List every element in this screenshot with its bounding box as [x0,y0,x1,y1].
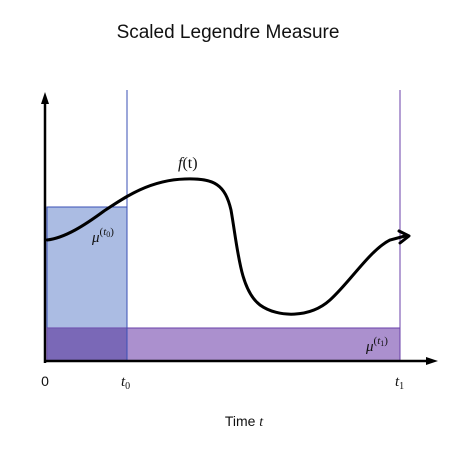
measure-t1-label: μ(t1) [365,335,388,355]
y-axis-arrowhead [41,92,49,104]
function-curve [45,177,407,316]
tick-t0-label: t0 [121,374,130,392]
measure-overlap-rect [47,328,127,361]
diagram-title: Scaled Legendre Measure [117,22,340,43]
x-axis-arrowhead [426,357,438,365]
x-axis-label: Time t [225,413,264,430]
tick-t1-label: t1 [395,374,404,392]
curve-label: f(t) [178,155,198,172]
tick-origin-label: 0 [41,373,49,389]
measure-t0-label: μ(t0) [91,226,114,246]
curve-arrowhead [397,229,411,245]
